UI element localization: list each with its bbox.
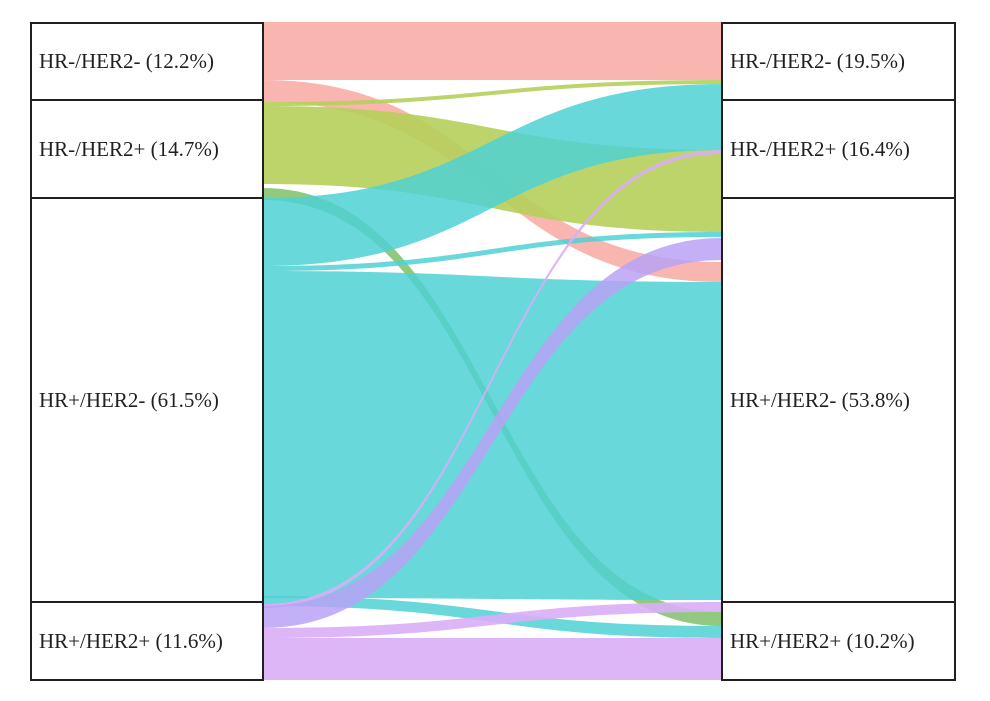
right-node-label: HR+/HER2- (53.8%): [730, 387, 910, 412]
left-node-label: HR+/HER2+ (11.6%): [39, 628, 223, 653]
flow-hrpos-her2pos-to-hrpos-her2pos: [263, 638, 722, 680]
right-node-hrneg-her2neg: HR-/HER2- (19.5%): [721, 22, 956, 101]
flow-hrneg-her2pos-to-hrneg-her2neg: [263, 80, 722, 106]
left-node-label: HR-/HER2+ (14.7%): [39, 136, 219, 161]
flow-hrpos-her2pos-to-hrpos-her2pos-upper: [263, 602, 722, 638]
right-node-label: HR-/HER2+ (16.4%): [730, 136, 910, 161]
left-node-hrneg-her2neg: HR-/HER2- (12.2%): [30, 22, 264, 101]
right-node-label: HR+/HER2+ (10.2%): [730, 628, 915, 653]
flow-hrpos-her2pos-to-hrneg-her2pos: [263, 150, 722, 608]
flow-hrpos-her2neg-to-hrneg-her2neg: [263, 84, 722, 266]
flow-hrpos-her2neg-to-hrneg-her2pos: [263, 232, 722, 271]
left-node-label: HR-/HER2- (12.2%): [39, 49, 214, 73]
flow-hrneg-her2neg-to-hrneg-her2neg: [263, 22, 722, 80]
right-node-hrpos-her2neg: HR+/HER2- (53.8%): [721, 197, 956, 603]
left-node-hrpos-her2pos: HR+/HER2+ (11.6%): [30, 601, 264, 681]
right-node-label: HR-/HER2- (19.5%): [730, 49, 905, 73]
left-node-hrneg-her2pos: HR-/HER2+ (14.7%): [30, 99, 264, 199]
right-node-hrpos-her2pos: HR+/HER2+ (10.2%): [721, 601, 956, 681]
left-node-label: HR+/HER2- (61.5%): [39, 387, 219, 412]
left-node-hrpos-her2neg: HR+/HER2- (61.5%): [30, 197, 264, 603]
flow-hrpos-her2pos-to-hrpos-her2neg: [263, 238, 722, 628]
right-node-hrneg-her2pos: HR-/HER2+ (16.4%): [721, 99, 956, 199]
